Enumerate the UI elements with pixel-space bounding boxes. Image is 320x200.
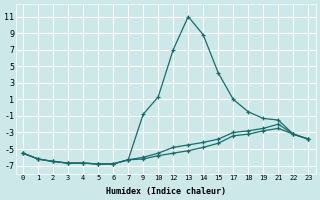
X-axis label: Humidex (Indice chaleur): Humidex (Indice chaleur) xyxy=(106,187,226,196)
